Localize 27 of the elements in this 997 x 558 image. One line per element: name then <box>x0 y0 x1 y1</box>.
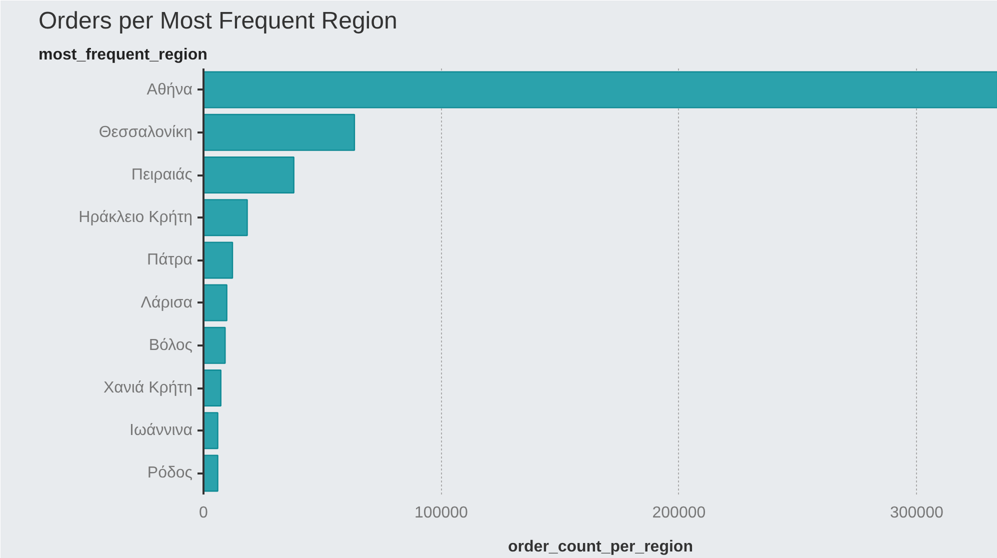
y-tick-label: Πειραιάς <box>131 166 193 184</box>
bar <box>204 326 226 364</box>
chart-title: Orders per Most Frequent Region <box>38 8 398 34</box>
bar <box>204 412 218 450</box>
y-tick-label: Ηράκλειο Κρήτη <box>78 209 192 226</box>
x-tick-label: 100000 <box>414 504 468 522</box>
y-axis-title: most_frequent_region <box>38 46 208 64</box>
x-axis-title: order_count_per_region <box>508 538 693 556</box>
bar <box>204 71 997 108</box>
bar <box>204 242 234 279</box>
x-tick-label: 300000 <box>890 504 944 522</box>
bar <box>204 454 218 492</box>
y-tick-label: Ρόδος <box>147 464 193 482</box>
bar <box>204 370 222 406</box>
y-tick-label: Θεσσαλονίκη <box>98 124 192 141</box>
x-tick-label: 0 <box>199 504 208 522</box>
bar <box>204 284 228 322</box>
y-tick-label: Ιωάννινα <box>130 422 193 440</box>
x-tick-label: 200000 <box>652 504 706 522</box>
bar <box>204 114 356 151</box>
y-tick-label: Χανιά Κρήτη <box>103 380 192 396</box>
y-tick-label: Αθήνα <box>146 81 192 98</box>
y-tick-label: Πάτρα <box>147 252 193 269</box>
y-tick-label: Λάρισα <box>140 294 192 312</box>
bar <box>204 199 248 236</box>
y-tick-label: Βόλος <box>148 336 193 354</box>
bar <box>204 156 294 194</box>
